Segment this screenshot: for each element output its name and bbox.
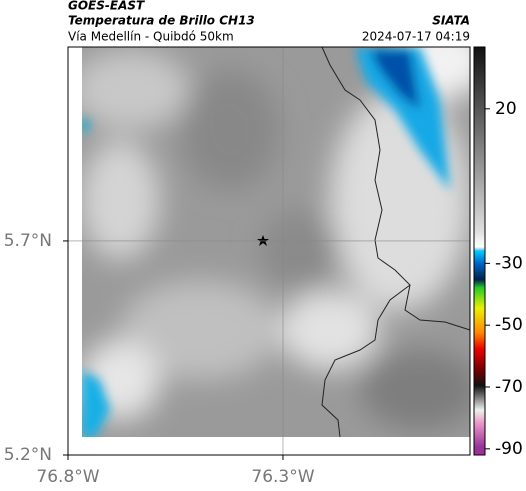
ticks: 76.8°W 76.3°W 5.7°N 5.2°N 20 -30 -50 -70 -90 <box>4 99 523 487</box>
timestamp: 2024-07-17 04:19 <box>362 30 470 44</box>
borders <box>321 46 471 438</box>
colorbar-tick-label: -70 <box>495 377 523 397</box>
colorbar <box>473 46 486 456</box>
y-tick-label: 5.2°N <box>4 445 52 465</box>
region: Vía Medellín - Quibdó 50km <box>68 30 234 44</box>
x-tick-label: 76.8°W <box>36 467 99 487</box>
agency: SIATA <box>432 14 470 28</box>
colorbar-tick-label: -90 <box>495 439 523 459</box>
location-marker <box>257 235 269 246</box>
source: GOES-EAST <box>68 0 145 13</box>
y-tick-label: 5.7°N <box>4 231 52 251</box>
map-frame <box>67 46 471 456</box>
colorbar-tick-label: -50 <box>495 315 523 335</box>
colorbar-tick-label: 20 <box>495 99 517 119</box>
colorbar-tick-label: -30 <box>495 253 523 273</box>
satellite-image <box>82 47 470 437</box>
product: Temperatura de Brillo CH13 <box>68 14 255 28</box>
x-tick-label: 76.3°W <box>251 467 314 487</box>
